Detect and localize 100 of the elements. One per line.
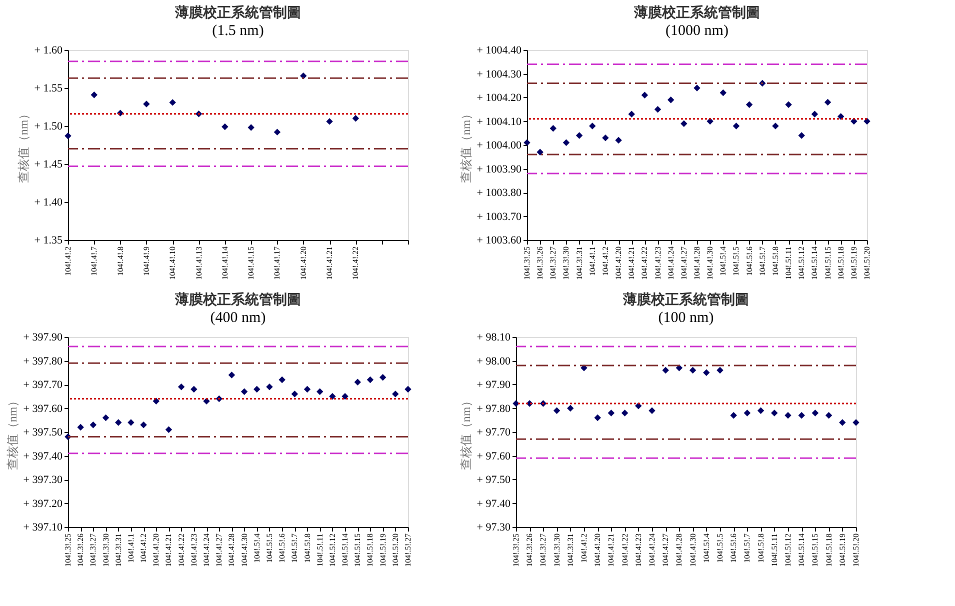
- y-tick-label: + 1.55: [34, 82, 63, 94]
- x-tick-label: 104!.5!.6: [278, 534, 287, 563]
- point: [326, 118, 333, 125]
- x-tick-label: 104!.3!.31: [566, 534, 575, 567]
- chart-subtitle: (400 nm): [210, 310, 266, 326]
- x-tick-label: 104!.5!.20: [862, 246, 872, 280]
- x-tick-label: 104!.5!.8: [302, 534, 312, 563]
- x-tick-label: 104!.5!.18: [824, 534, 834, 567]
- point: [316, 388, 324, 395]
- y-tick-label: + 97.50: [476, 474, 511, 486]
- point: [90, 422, 97, 428]
- point: [392, 390, 399, 398]
- x-tick-label: 104!.4!.21: [325, 246, 334, 280]
- x-tick-label: 104!.4!.20: [298, 246, 308, 280]
- point: [115, 419, 122, 426]
- point: [744, 410, 751, 416]
- y-tick-label: + 397.60: [23, 402, 63, 415]
- x-tick-label: 104!.3!.30: [552, 534, 562, 567]
- point: [825, 412, 832, 419]
- chart-title: 薄膜校正系統管制圖: [174, 5, 301, 21]
- point: [536, 148, 544, 156]
- x-tick-label: 104!.3!.31: [114, 534, 123, 567]
- x-tick-label: 104!.5!.12: [328, 534, 337, 567]
- x-tick-label: 104!.5!.5: [716, 534, 724, 563]
- point: [190, 386, 198, 393]
- x-tick-label: 104!.4!.2: [600, 246, 610, 276]
- point: [654, 106, 662, 113]
- x-tick-label: 104!.5!.7: [290, 534, 300, 563]
- x-tick-label: 104!.3!.27: [88, 534, 98, 567]
- x-tick-label: 104!.3!.30: [562, 246, 571, 280]
- point: [703, 369, 710, 376]
- x-tick-label: 104!.4!.17: [272, 246, 282, 280]
- point: [772, 122, 779, 130]
- y-tick-label: + 1.40: [34, 196, 63, 208]
- x-tick-label: 104!.4!.27: [214, 534, 224, 567]
- x-tick-label: 104!.5!.20: [390, 534, 400, 567]
- x-tick-label: 104!.5!.18: [366, 534, 375, 567]
- x-tick-label: 104!.5!.11: [770, 534, 779, 567]
- point: [240, 388, 248, 395]
- y-tick-label: + 97.80: [476, 402, 511, 415]
- x-tick-label: 104!.4!.2: [580, 534, 588, 563]
- y-tick-label: + 1.45: [34, 158, 63, 170]
- y-tick-label: + 97.90: [476, 379, 511, 391]
- point: [628, 110, 635, 118]
- point: [837, 113, 844, 120]
- y-tick-label: + 1.50: [34, 120, 63, 132]
- x-tick-label: 104!.4!.22: [176, 534, 186, 567]
- x-tick-label: 104!.5!.14: [340, 534, 350, 567]
- x-tick-label: 104!.5!.6: [729, 534, 738, 563]
- point: [90, 91, 98, 98]
- point: [716, 366, 724, 374]
- point: [680, 120, 688, 127]
- y-axis-title: 查核值（nm）: [16, 108, 30, 184]
- x-tick-label: 104!.3!.26: [536, 246, 545, 280]
- point: [648, 407, 656, 414]
- point: [152, 398, 160, 404]
- chart-title: 薄膜校正系統管制圖: [174, 292, 301, 308]
- point: [366, 376, 374, 384]
- point: [771, 410, 778, 416]
- x-tick-label: 104!.3!.25: [512, 534, 520, 567]
- point: [602, 134, 609, 142]
- point: [304, 386, 311, 393]
- x-tick-label: 104!.3!.26: [525, 534, 534, 567]
- point: [222, 123, 228, 130]
- point: [553, 407, 560, 414]
- x-tick-label: 104!.4!.22: [620, 534, 630, 567]
- x-tick-label: 104!.5!.8: [770, 246, 780, 276]
- point: [852, 419, 860, 426]
- point: [594, 414, 601, 422]
- x-tick-label: 104!.3!.25: [522, 246, 532, 280]
- point: [757, 407, 764, 414]
- point: [228, 372, 236, 378]
- y-tick-label: + 1004.20: [476, 92, 522, 104]
- x-tick-label: 104!.4!.21: [164, 534, 174, 567]
- point: [128, 419, 134, 426]
- y-axis-title: 查核值（nm）: [5, 394, 20, 470]
- x-tick-label: 104!.4!.10: [168, 246, 178, 280]
- y-tick-label: + 397.80: [23, 355, 63, 368]
- point: [641, 92, 648, 98]
- y-tick-label: + 1003.90: [476, 163, 522, 176]
- x-tick-label: 104!.4!.30: [240, 534, 249, 567]
- y-tick-label: + 397.20: [23, 498, 63, 510]
- x-tick-label: 104!.4!.24: [648, 534, 656, 567]
- point: [784, 412, 792, 419]
- point: [811, 110, 818, 118]
- point: [524, 139, 530, 146]
- x-tick-label: 104!.4!.2: [64, 246, 72, 276]
- point: [785, 101, 792, 108]
- point: [102, 414, 110, 422]
- y-tick-label: + 1004.00: [476, 140, 522, 152]
- x-tick-label: 104!.5!.20: [852, 534, 860, 567]
- x-tick-label: 104!.4!.20: [152, 534, 161, 567]
- y-tick-label: + 98.10: [476, 332, 511, 344]
- x-tick-label: 104!.4!.20: [593, 534, 602, 567]
- y-tick-label: + 1004.30: [476, 68, 522, 80]
- chart-title: 薄膜校正系統管制圖: [633, 5, 760, 21]
- x-tick-label: 104!.5!.12: [784, 534, 792, 567]
- point: [143, 100, 150, 108]
- point: [720, 89, 727, 96]
- x-tick-label: 104!.5!.11: [315, 534, 324, 567]
